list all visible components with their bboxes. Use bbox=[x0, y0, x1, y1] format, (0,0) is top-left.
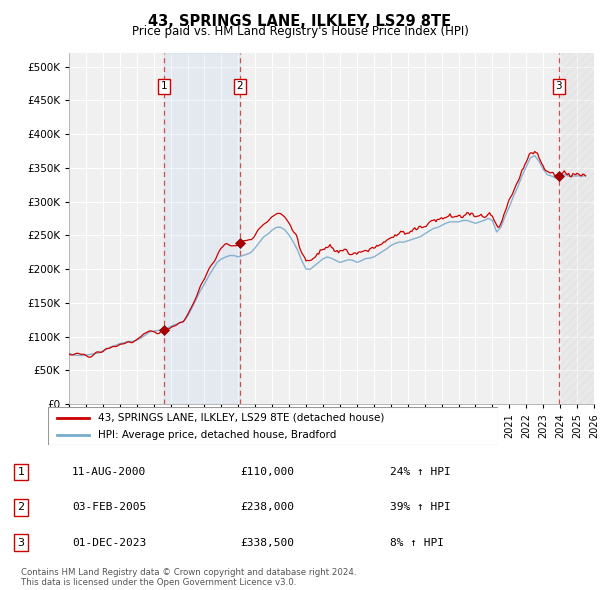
Text: 3: 3 bbox=[556, 81, 562, 91]
Bar bbox=[164, 53, 240, 404]
Text: 03-FEB-2005: 03-FEB-2005 bbox=[72, 503, 146, 512]
Text: £110,000: £110,000 bbox=[240, 467, 294, 477]
Text: 2: 2 bbox=[17, 503, 25, 512]
Text: £338,500: £338,500 bbox=[240, 538, 294, 548]
Text: This data is licensed under the Open Government Licence v3.0.: This data is licensed under the Open Gov… bbox=[21, 578, 296, 587]
Bar bbox=[559, 53, 600, 404]
Text: 43, SPRINGS LANE, ILKLEY, LS29 8TE: 43, SPRINGS LANE, ILKLEY, LS29 8TE bbox=[148, 14, 452, 28]
Text: Price paid vs. HM Land Registry's House Price Index (HPI): Price paid vs. HM Land Registry's House … bbox=[131, 25, 469, 38]
FancyBboxPatch shape bbox=[48, 407, 498, 445]
Text: 01-DEC-2023: 01-DEC-2023 bbox=[72, 538, 146, 548]
Text: 24% ↑ HPI: 24% ↑ HPI bbox=[390, 467, 451, 477]
Text: 11-AUG-2000: 11-AUG-2000 bbox=[72, 467, 146, 477]
Text: 1: 1 bbox=[161, 81, 167, 91]
Text: 2: 2 bbox=[236, 81, 243, 91]
Text: 43, SPRINGS LANE, ILKLEY, LS29 8TE (detached house): 43, SPRINGS LANE, ILKLEY, LS29 8TE (deta… bbox=[97, 413, 384, 423]
Text: 3: 3 bbox=[17, 538, 25, 548]
Text: Contains HM Land Registry data © Crown copyright and database right 2024.: Contains HM Land Registry data © Crown c… bbox=[21, 568, 356, 576]
Text: HPI: Average price, detached house, Bradford: HPI: Average price, detached house, Brad… bbox=[97, 430, 336, 440]
Text: 8% ↑ HPI: 8% ↑ HPI bbox=[390, 538, 444, 548]
Text: 39% ↑ HPI: 39% ↑ HPI bbox=[390, 503, 451, 512]
Text: £238,000: £238,000 bbox=[240, 503, 294, 512]
Text: 1: 1 bbox=[17, 467, 25, 477]
